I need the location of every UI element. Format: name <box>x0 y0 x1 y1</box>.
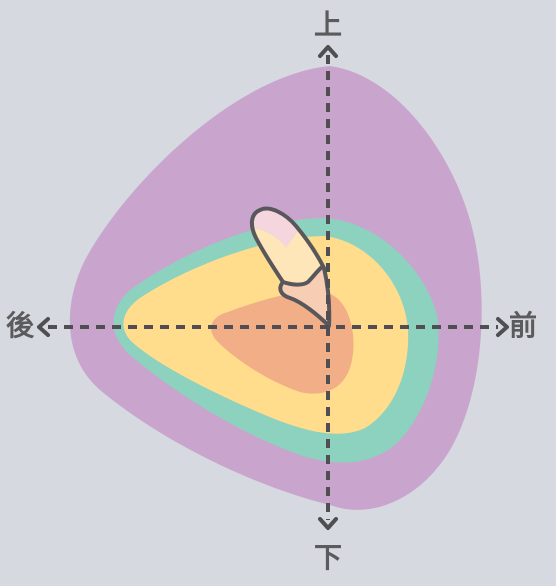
arrow-back <box>37 317 50 337</box>
label-front: 前 <box>509 309 538 342</box>
tooth-contour <box>249 206 332 328</box>
axes <box>48 55 498 520</box>
label-up: 上 <box>314 8 343 41</box>
arrow-front <box>496 317 509 337</box>
axis-arrows <box>37 45 509 530</box>
arrow-up <box>318 45 338 58</box>
tooth-outline <box>249 206 332 328</box>
tooth-cervical-line <box>281 265 324 287</box>
label-back: 後 <box>6 309 35 342</box>
label-down: 下 <box>314 541 343 574</box>
arrow-down <box>318 517 338 530</box>
tooth-neck <box>280 266 329 325</box>
tooth-root <box>254 228 322 285</box>
